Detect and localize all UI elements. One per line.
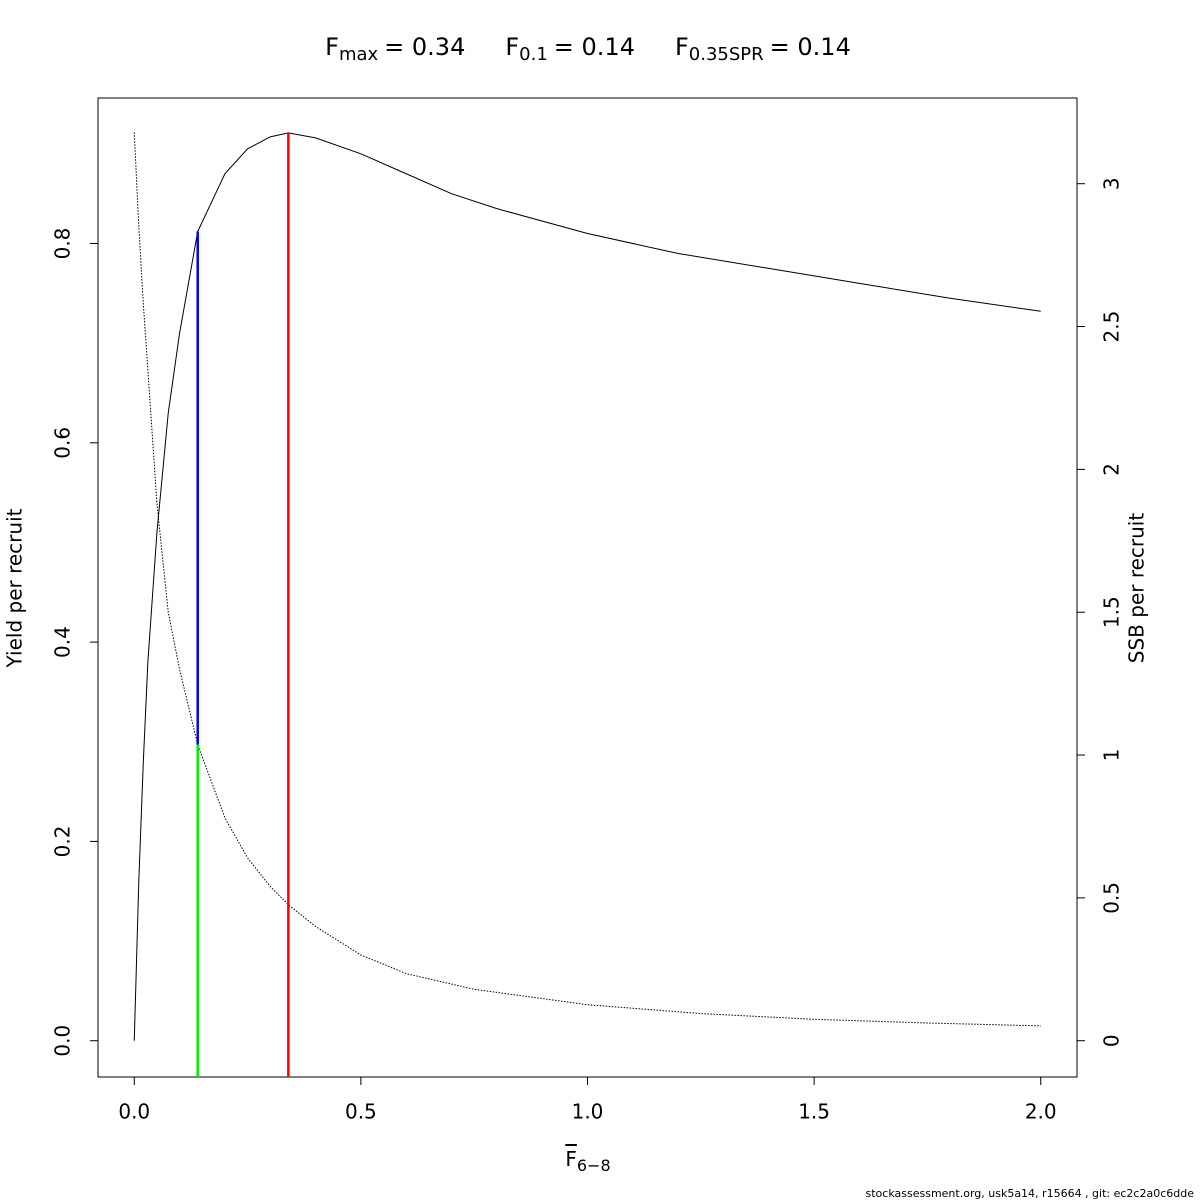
y-tick-label: 0.6: [51, 427, 75, 459]
title-value: = 0.14: [770, 33, 851, 61]
title-symbol: F: [325, 33, 339, 61]
plot-frame: [97, 97, 1078, 1078]
y2-axis-label: SSB per recruit: [1125, 513, 1149, 664]
x-tick-label: 0.5: [345, 1100, 377, 1124]
title-symbol: F: [675, 33, 689, 61]
title-value: = 0.34: [384, 33, 465, 61]
y2-tick-label: 1.5: [1100, 596, 1124, 628]
y2-tick-label: 2.5: [1100, 311, 1124, 343]
title-symbol: F: [505, 33, 519, 61]
yield-curve: [133, 132, 1041, 1041]
x-tick-label: 0.0: [118, 1100, 150, 1124]
y2-tick-label: 2: [1100, 463, 1124, 476]
footnote: stockassessment.org, usk5a14, r15664 , g…: [866, 1187, 1195, 1200]
title-subscript: 0.35SPR: [689, 44, 764, 65]
y-tick-label: 0.8: [51, 228, 75, 260]
x-tick-label: 2.0: [1025, 1100, 1057, 1124]
x-tick-label: 1.5: [798, 1100, 830, 1124]
x-label-subscript: 6−8: [577, 1156, 611, 1175]
x-tick-label: 1.0: [572, 1100, 604, 1124]
y-tick-label: 0.4: [51, 626, 75, 658]
ssb-curve: [133, 132, 1041, 1027]
y-tick-label: 0.0: [51, 1025, 75, 1057]
y-axis-label: Yield per recruit: [3, 508, 27, 668]
title-value: = 0.14: [554, 33, 635, 61]
y2-tick-label: 3: [1100, 177, 1124, 190]
y2-tick-label: 0: [1100, 1034, 1124, 1047]
y2-tick-label: 1: [1100, 749, 1124, 762]
y-tick-label: 0.2: [51, 826, 75, 858]
x-label-symbol: F: [565, 1147, 577, 1171]
y2-tick-label: 0.5: [1100, 882, 1124, 914]
chart-title: Fmax = 0.34 F0.1 = 0.14 F0.35SPR = 0.14: [325, 33, 851, 65]
title-subscript: max: [339, 44, 379, 65]
x-axis-label: F6−8: [565, 1147, 610, 1175]
title-subscript: 0.1: [519, 44, 548, 65]
